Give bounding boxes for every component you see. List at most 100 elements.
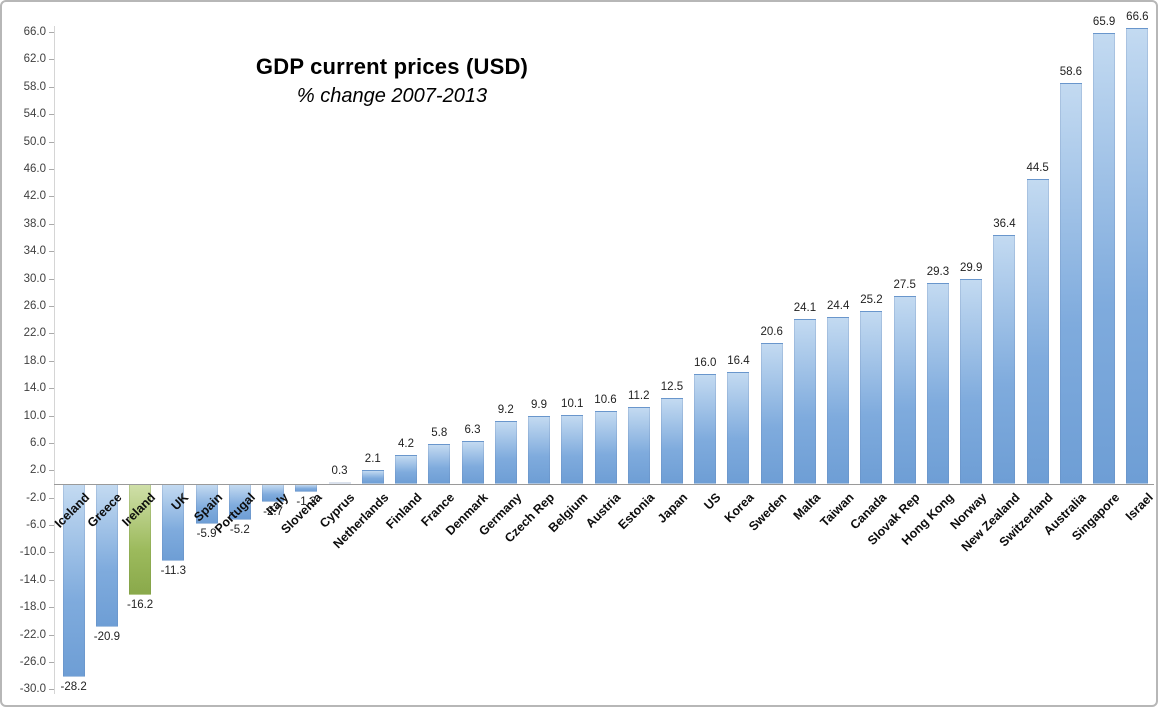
y-tick-label: -18.0 [19, 601, 46, 614]
bar-value-label: 58.6 [1059, 65, 1083, 78]
bar-taiwan [827, 316, 850, 484]
bar-canada [860, 311, 883, 484]
bar-value-label: 44.5 [1026, 162, 1049, 175]
y-tick-mark [49, 388, 54, 390]
y-tick-label: -10.0 [19, 546, 46, 559]
bar-japan [660, 398, 683, 484]
bar-new-zealand [993, 234, 1016, 484]
y-axis-line [54, 26, 55, 694]
y-tick-label: 66.0 [23, 25, 46, 38]
bar-value-label: 36.4 [993, 217, 1016, 230]
chart-title-block: GDP current prices (USD) % change 2007-2… [192, 54, 592, 108]
y-tick-label: 22.0 [23, 327, 46, 340]
y-tick-label: 58.0 [23, 80, 46, 93]
y-tick-label: 14.0 [23, 382, 46, 395]
bar-germany [494, 420, 517, 484]
y-tick-mark [49, 114, 54, 116]
y-tick-mark [49, 689, 54, 691]
bar-value-label: 10.1 [561, 397, 584, 410]
y-tick-mark [49, 223, 54, 225]
bar-value-label: -5.2 [229, 523, 250, 536]
bar-slovak-rep [893, 295, 916, 484]
y-tick-mark [49, 31, 54, 33]
category-label: Finland [382, 490, 425, 532]
bar-value-label: 6.3 [464, 423, 481, 436]
bar-czech-rep [528, 416, 550, 484]
y-tick-label: -30.0 [19, 683, 46, 696]
bar-value-label: 16.4 [727, 354, 750, 367]
y-tick-mark [49, 305, 54, 307]
y-tick-label: 2.0 [30, 464, 46, 477]
bar-us [694, 374, 717, 484]
y-tick-label: -22.0 [19, 628, 46, 641]
y-tick-label: 62.0 [23, 53, 46, 66]
y-tick-label: 6.0 [30, 436, 46, 449]
chart-subtitle: % change 2007-2013 [296, 85, 488, 107]
y-tick-mark [49, 196, 54, 198]
y-tick-mark [49, 497, 54, 499]
bar-france [428, 444, 451, 484]
bar-singapore [1093, 32, 1116, 484]
y-tick-mark [49, 442, 54, 444]
category-label: Japan [654, 490, 691, 526]
bar-value-label: 9.9 [531, 399, 547, 412]
bar-value-label: 4.2 [398, 438, 415, 451]
y-tick-mark [49, 525, 54, 527]
bar-switzerland [1026, 179, 1049, 484]
bar-value-label: 9.2 [497, 403, 514, 416]
y-tick-label: 34.0 [23, 245, 46, 258]
bar-value-label: 16.0 [694, 357, 717, 370]
y-tick-label: 54.0 [23, 108, 46, 121]
bar-value-label: 29.9 [959, 262, 983, 275]
y-tick-label: 50.0 [23, 135, 46, 148]
bar-denmark [461, 440, 484, 484]
y-tick-label: -14.0 [19, 573, 46, 586]
y-tick-mark [49, 607, 54, 609]
y-tick-label: 46.0 [23, 162, 46, 175]
bar-value-label: -11.3 [160, 565, 187, 578]
y-tick-label: 30.0 [23, 272, 46, 285]
category-label: Israel [1122, 490, 1156, 524]
bar-value-label: 25.2 [860, 294, 883, 307]
y-tick-mark [49, 59, 54, 61]
bar-value-label: -20.9 [93, 631, 120, 644]
y-tick-mark [49, 86, 54, 88]
bar-hong-kong [926, 283, 949, 484]
bar-value-label: 24.4 [826, 299, 850, 312]
bar-value-label: -16.2 [126, 598, 154, 611]
y-tick-mark [49, 333, 54, 335]
bar-estonia [627, 407, 650, 484]
y-tick-mark [49, 278, 54, 280]
bar-value-label: 29.3 [926, 266, 950, 279]
bar-value-label: 66.6 [1126, 10, 1149, 23]
category-axis-line [54, 484, 1154, 485]
bar-value-label: 11.2 [627, 390, 650, 403]
bar-value-label: 24.1 [793, 301, 817, 314]
bar-netherlands [361, 469, 384, 484]
bar-value-label: 0.3 [331, 464, 348, 477]
bar-value-label: -1.2 [296, 496, 317, 509]
bar-value-label: -2.7 [263, 506, 283, 519]
category-label: US [701, 490, 724, 513]
y-tick-label: -6.0 [26, 519, 46, 532]
bar-austria [594, 411, 617, 484]
bar-value-label: 20.6 [760, 325, 783, 338]
bar-value-label: -5.9 [196, 528, 217, 541]
bar-value-label: 10.6 [594, 394, 617, 407]
y-tick-label: -2.0 [26, 491, 46, 504]
bar-cyprus [328, 481, 351, 484]
chart-title: GDP current prices (USD) [255, 54, 529, 79]
y-tick-label: 10.0 [23, 409, 46, 422]
y-tick-label: -26.0 [19, 656, 46, 669]
y-tick-label: 18.0 [23, 354, 46, 367]
bar-value-label: 65.9 [1092, 15, 1116, 28]
bar-value-label: 12.5 [660, 381, 684, 394]
bar-norway [960, 279, 983, 484]
bar-value-label: 5.8 [431, 427, 448, 440]
bar-australia [1059, 82, 1082, 484]
bar-value-label: 2.1 [364, 452, 381, 465]
bar-korea [727, 371, 750, 484]
